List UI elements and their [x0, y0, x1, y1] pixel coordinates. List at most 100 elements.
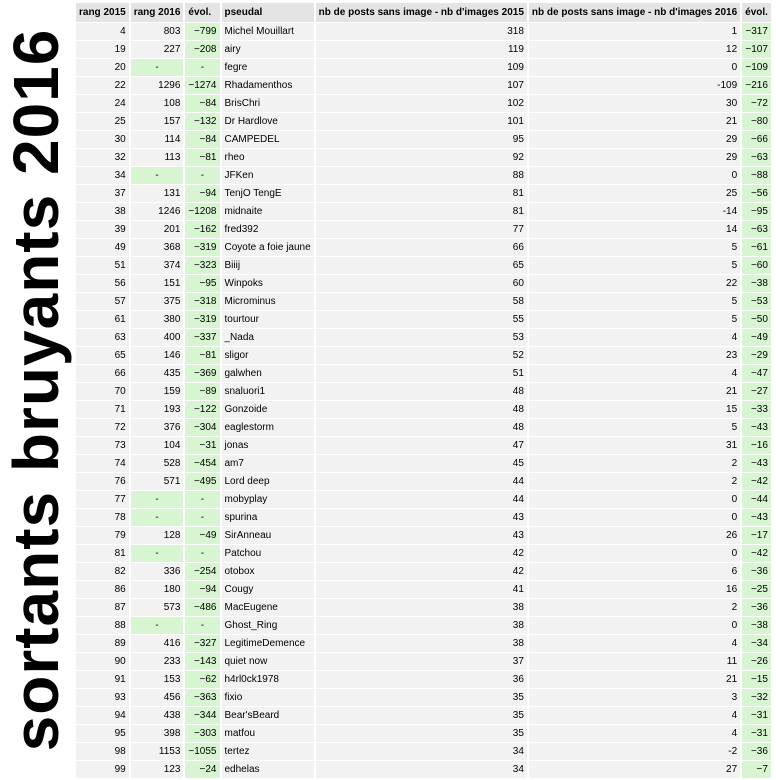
score-2016-cell: 22 — [528, 275, 741, 293]
rang-2016-cell: 108 — [130, 95, 184, 113]
table-row: 82 336 −254 otobox 42 6 −36 — [76, 563, 771, 581]
score-2015-cell: 51 — [315, 365, 527, 383]
rang-2016-cell: 368 — [130, 239, 184, 257]
evol-rang-cell: - — [185, 167, 220, 185]
score-2015-cell: 35 — [315, 689, 527, 707]
evol-rang-cell: - — [185, 491, 220, 509]
rang-2016-cell: 114 — [130, 131, 184, 149]
score-2015-cell: 34 — [315, 761, 527, 779]
table-row: 95 398 −303 matfou 35 4 −31 — [76, 725, 771, 743]
pseudal-cell: edhelas — [221, 761, 314, 779]
score-2016-cell: 4 — [528, 635, 741, 653]
rang-2015-cell: 63 — [76, 329, 129, 347]
evol-rang-cell: −208 — [185, 41, 220, 59]
col-evol-score-header: évol. — [742, 3, 771, 23]
rang-2015-cell: 86 — [76, 581, 129, 599]
pseudal-cell: mobyplay — [221, 491, 314, 509]
table-row: 90 233 −143 quiet now 37 11 −26 — [76, 653, 771, 671]
evol-rang-cell: −95 — [185, 275, 220, 293]
table-row: 30 114 −84 CAMPEDEL 95 29 −66 — [76, 131, 771, 149]
rang-2016-cell: 400 — [130, 329, 184, 347]
pseudal-cell: MacEugene — [221, 599, 314, 617]
evol-score-cell: −36 — [742, 743, 771, 761]
pseudal-cell: rheo — [221, 149, 314, 167]
score-2016-cell: 5 — [528, 311, 741, 329]
side-title-text: sortants bruyants 2016 — [0, 28, 72, 752]
evol-score-cell: −44 — [742, 491, 771, 509]
rang-2015-cell: 78 — [76, 509, 129, 527]
table-row: 22 1296 −1274 Rhadamenthos 107 -109 −216 — [76, 77, 771, 95]
evol-rang-cell: −81 — [185, 347, 220, 365]
rang-2016-cell: 233 — [130, 653, 184, 671]
rang-2015-cell: 91 — [76, 671, 129, 689]
score-2015-cell: 43 — [315, 527, 527, 545]
pseudal-cell: SirAnneau — [221, 527, 314, 545]
rang-2015-cell: 66 — [76, 365, 129, 383]
evol-rang-cell: −94 — [185, 581, 220, 599]
pseudal-cell: am7 — [221, 455, 314, 473]
rang-2016-cell: 159 — [130, 383, 184, 401]
evol-rang-cell: −318 — [185, 293, 220, 311]
score-2015-cell: 42 — [315, 563, 527, 581]
rang-2016-cell: 131 — [130, 185, 184, 203]
evol-rang-cell: −132 — [185, 113, 220, 131]
rang-2016-cell: - — [130, 167, 184, 185]
rang-2016-cell: 128 — [130, 527, 184, 545]
pseudal-cell: fixio — [221, 689, 314, 707]
evol-rang-cell: −31 — [185, 437, 220, 455]
evol-rang-cell: −327 — [185, 635, 220, 653]
evol-score-cell: −50 — [742, 311, 771, 329]
score-2015-cell: 53 — [315, 329, 527, 347]
evol-rang-cell: −84 — [185, 131, 220, 149]
pseudal-cell: quiet now — [221, 653, 314, 671]
rang-2016-cell: 1246 — [130, 203, 184, 221]
score-2016-cell: -14 — [528, 203, 741, 221]
score-2016-cell: 21 — [528, 383, 741, 401]
score-2016-cell: 1 — [528, 23, 741, 41]
evol-score-cell: −66 — [742, 131, 771, 149]
rang-2016-cell: 151 — [130, 275, 184, 293]
score-2016-cell: 0 — [528, 545, 741, 563]
score-2016-cell: 2 — [528, 473, 741, 491]
table-row: 20- - fegre 109 0 −109 — [76, 59, 771, 77]
evol-score-cell: −38 — [742, 617, 771, 635]
pseudal-cell: Lord deep — [221, 473, 314, 491]
rang-2015-cell: 57 — [76, 293, 129, 311]
evol-rang-cell: −323 — [185, 257, 220, 275]
rang-2016-cell: - — [130, 545, 184, 563]
evol-rang-cell: −94 — [185, 185, 220, 203]
score-2015-cell: 101 — [315, 113, 527, 131]
rang-2016-cell: 336 — [130, 563, 184, 581]
rang-2016-cell: 123 — [130, 761, 184, 779]
pseudal-cell: h4rl0ck1978 — [221, 671, 314, 689]
evol-score-cell: −34 — [742, 635, 771, 653]
evol-rang-cell: −454 — [185, 455, 220, 473]
evol-rang-cell: −62 — [185, 671, 220, 689]
header-row: rang 2015 rang 2016 évol. pseudal nb de post… — [76, 3, 771, 23]
evol-rang-cell: −495 — [185, 473, 220, 491]
evol-rang-cell: −303 — [185, 725, 220, 743]
rang-2016-cell: 153 — [130, 671, 184, 689]
pseudal-cell: airy — [221, 41, 314, 59]
rang-2015-cell: 94 — [76, 707, 129, 725]
rang-2016-cell: 435 — [130, 365, 184, 383]
score-2015-cell: 48 — [315, 383, 527, 401]
score-2015-cell: 52 — [315, 347, 527, 365]
score-2016-cell: 5 — [528, 419, 741, 437]
score-2015-cell: 44 — [315, 491, 527, 509]
score-2016-cell: 30 — [528, 95, 741, 113]
evol-score-cell: −15 — [742, 671, 771, 689]
evol-score-cell: −107 — [742, 41, 771, 59]
rang-2016-cell: 1296 — [130, 77, 184, 95]
table-row: 78- - spurina 43 0 −43 — [76, 509, 771, 527]
score-2016-cell: 26 — [528, 527, 741, 545]
evol-score-cell: −42 — [742, 545, 771, 563]
pseudal-cell: JFKen — [221, 167, 314, 185]
evol-rang-cell: −319 — [185, 311, 220, 329]
col-rang-2015-header: rang 2015 — [76, 3, 129, 23]
rang-2016-cell: 398 — [130, 725, 184, 743]
evol-score-cell: −33 — [742, 401, 771, 419]
evol-rang-cell: −344 — [185, 707, 220, 725]
rang-2016-cell: 146 — [130, 347, 184, 365]
evol-rang-cell: - — [185, 509, 220, 527]
